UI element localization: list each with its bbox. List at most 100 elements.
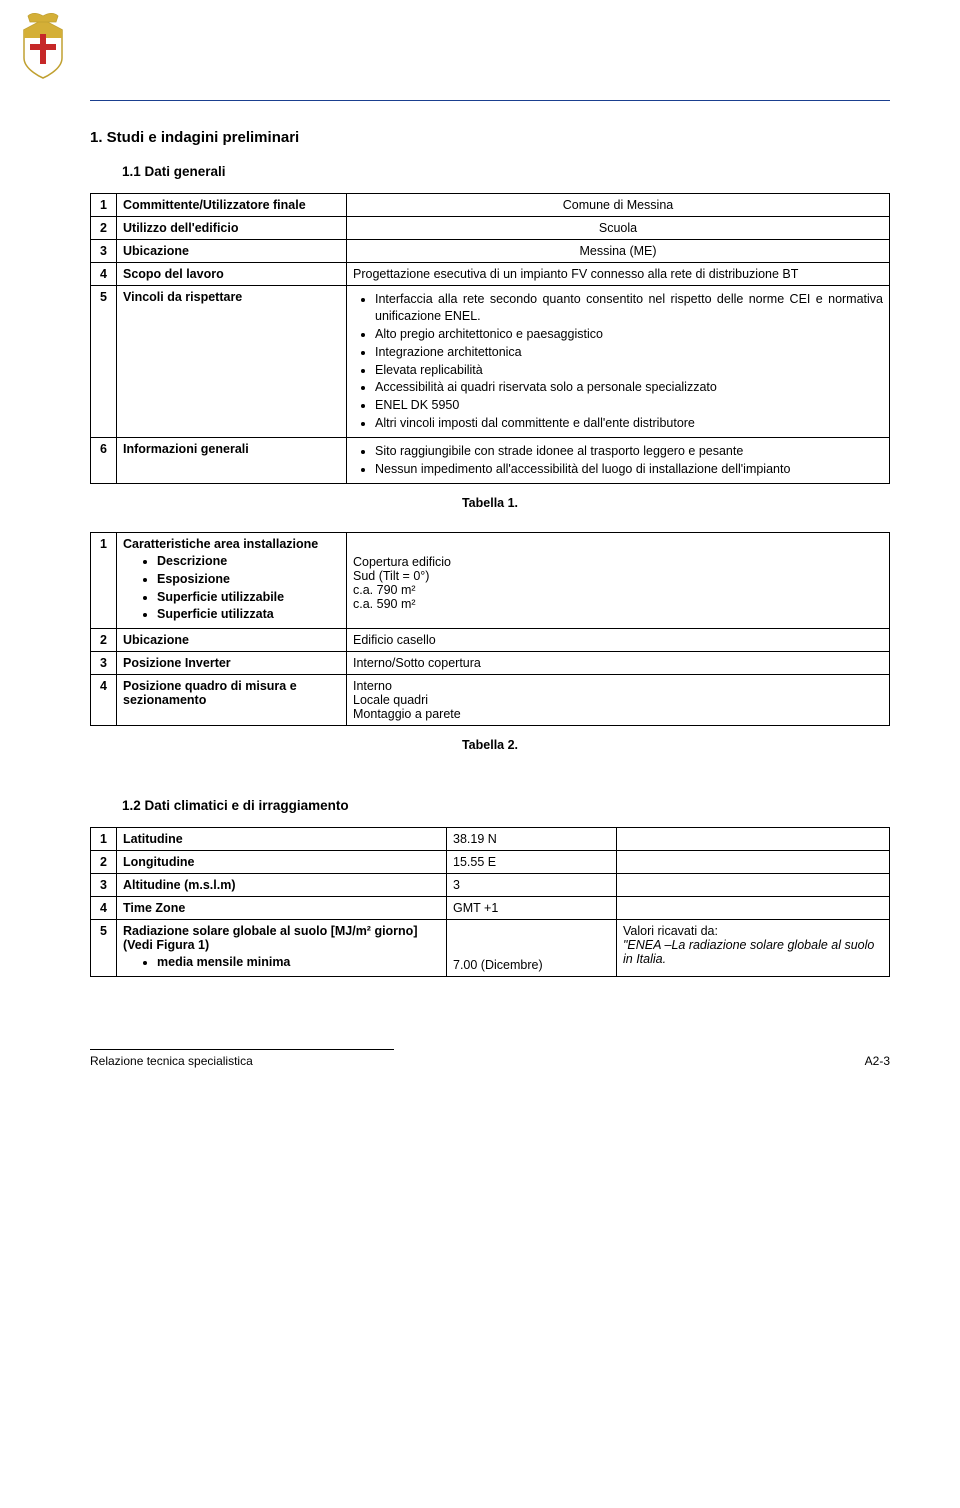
list-item: media mensile minima [157, 954, 440, 971]
subsection-heading: 1.1 Dati generali [122, 164, 890, 179]
row-num: 4 [91, 675, 117, 726]
row-label: Scopo del lavoro [117, 263, 347, 286]
row-num: 1 [91, 828, 117, 851]
table-caption: Tabella 1. [90, 496, 890, 510]
row-label: Ubicazione [117, 240, 347, 263]
row-value: Progettazione esecutiva di un impianto F… [347, 263, 890, 286]
table-row: 2UbicazioneEdificio casello [91, 629, 890, 652]
subsection-heading: 1.2 Dati climatici e di irraggiamento [122, 798, 890, 813]
row-value: 7.00 (Dicembre) [447, 920, 617, 977]
row-label: Posizione quadro di misura e sezionament… [117, 675, 347, 726]
row-num: 5 [91, 286, 117, 438]
list-item: Alto pregio architettonico e paesaggisti… [375, 326, 883, 343]
row-value: Sito raggiungibile con strade idonee al … [347, 438, 890, 484]
table-row: 3Posizione InverterInterno/Sotto copertu… [91, 652, 890, 675]
table-caratteristiche-area: 1Caratteristiche area installazioneDescr… [90, 532, 890, 727]
row-value-line: Locale quadri [353, 693, 883, 707]
row-label: Radiazione solare globale al suolo [MJ/m… [117, 920, 447, 977]
table-row: 1Caratteristiche area installazioneDescr… [91, 532, 890, 629]
list-item: Elevata replicabilità [375, 362, 883, 379]
table-row: 2Utilizzo dell'edificioScuola [91, 217, 890, 240]
footer-rule [90, 1049, 394, 1050]
row-label: Utilizzo dell'edificio [117, 217, 347, 240]
municipality-crest [18, 10, 68, 80]
table-row: 6Informazioni generali Sito raggiungibile… [91, 438, 890, 484]
list-item: Descrizione [157, 553, 340, 570]
table-caption: Tabella 2. [90, 738, 890, 752]
table-row: 5Vincoli da rispettare Interfaccia alla r… [91, 286, 890, 438]
row-value: Interno/Sotto copertura [347, 652, 890, 675]
row-value-line: c.a. 590 m² [353, 597, 883, 611]
table-row: 4Posizione quadro di misura e sezionamen… [91, 675, 890, 726]
row-value-line: Copertura edificio [353, 555, 883, 569]
row-note [617, 851, 890, 874]
row-value-line: Interno [353, 679, 883, 693]
row-value: Messina (ME) [347, 240, 890, 263]
row-label: Time Zone [117, 897, 447, 920]
row-num: 2 [91, 629, 117, 652]
row-note [617, 874, 890, 897]
row-label: Vincoli da rispettare [117, 286, 347, 438]
row-num: 3 [91, 874, 117, 897]
row-num: 2 [91, 851, 117, 874]
row-value-line: Montaggio a parete [353, 707, 883, 721]
page-number: A2-3 [865, 1054, 890, 1068]
list-item: Interfaccia alla rete secondo quanto con… [375, 291, 883, 325]
row-num: 6 [91, 438, 117, 484]
row-value: Edificio casello [347, 629, 890, 652]
row-label: Informazioni generali [117, 438, 347, 484]
list-item: Accessibilità ai quadri riservata solo a… [375, 379, 883, 396]
row-value: Copertura edificioSud (Tilt = 0°)c.a. 79… [347, 532, 890, 629]
row-note [617, 897, 890, 920]
row-value: GMT +1 [447, 897, 617, 920]
list-item: Altri vincoli imposti dal committente e … [375, 415, 883, 432]
table-row: 1Latitudine38.19 N [91, 828, 890, 851]
row-label: Committente/Utilizzatore finale [117, 194, 347, 217]
row-value: Interfaccia alla rete secondo quanto con… [347, 286, 890, 438]
footer-text: Relazione tecnica specialistica [90, 1054, 890, 1068]
row-value: 3 [447, 874, 617, 897]
row-label: Altitudine (m.s.l.m) [117, 874, 447, 897]
list-item: Superficie utilizzata [157, 606, 340, 623]
row-value: 15.55 E [447, 851, 617, 874]
row-value: Scuola [347, 217, 890, 240]
row-label: Caratteristiche area installazioneDescri… [117, 532, 347, 629]
table-row: 1Committente/Utilizzatore finaleComune d… [91, 194, 890, 217]
row-value: Comune di Messina [347, 194, 890, 217]
list-item: Superficie utilizzabile [157, 589, 340, 606]
list-item: Sito raggiungibile con strade idonee al … [375, 443, 883, 460]
row-num: 3 [91, 240, 117, 263]
list-item: Integrazione architettonica [375, 344, 883, 361]
row-note [617, 828, 890, 851]
row-value: InternoLocale quadriMontaggio a parete [347, 675, 890, 726]
table-row: 3Altitudine (m.s.l.m)3 [91, 874, 890, 897]
row-num: 4 [91, 897, 117, 920]
table-row: 4Time ZoneGMT +1 [91, 897, 890, 920]
table-row: 2Longitudine15.55 E [91, 851, 890, 874]
row-note: Valori ricavati da:"ENEA –La radiazione … [617, 920, 890, 977]
table-dati-climatici: 1Latitudine38.19 N2Longitudine15.55 E3Al… [90, 827, 890, 977]
table-row: 3UbicazioneMessina (ME) [91, 240, 890, 263]
row-num: 4 [91, 263, 117, 286]
row-num: 1 [91, 532, 117, 629]
table-dati-generali: 1Committente/Utilizzatore finaleComune d… [90, 193, 890, 484]
list-item: ENEL DK 5950 [375, 397, 883, 414]
table-row: 4Scopo del lavoroProgettazione esecutiva… [91, 263, 890, 286]
section-heading: 1. Studi e indagini preliminari [90, 129, 890, 146]
row-value-line: Sud (Tilt = 0°) [353, 569, 883, 583]
list-item: Esposizione [157, 571, 340, 588]
row-num: 3 [91, 652, 117, 675]
page-footer: Relazione tecnica specialistica A2-3 [0, 1049, 960, 1068]
row-num: 2 [91, 217, 117, 240]
list-item: Nessun impedimento all'accessibilità del… [375, 461, 883, 478]
header-rule [90, 100, 890, 101]
row-label: Longitudine [117, 851, 447, 874]
row-num: 1 [91, 194, 117, 217]
row-num: 5 [91, 920, 117, 977]
row-label: Posizione Inverter [117, 652, 347, 675]
row-value: 38.19 N [447, 828, 617, 851]
row-label: Ubicazione [117, 629, 347, 652]
table-row: 5Radiazione solare globale al suolo [MJ/… [91, 920, 890, 977]
row-value-line: c.a. 790 m² [353, 583, 883, 597]
row-label: Latitudine [117, 828, 447, 851]
